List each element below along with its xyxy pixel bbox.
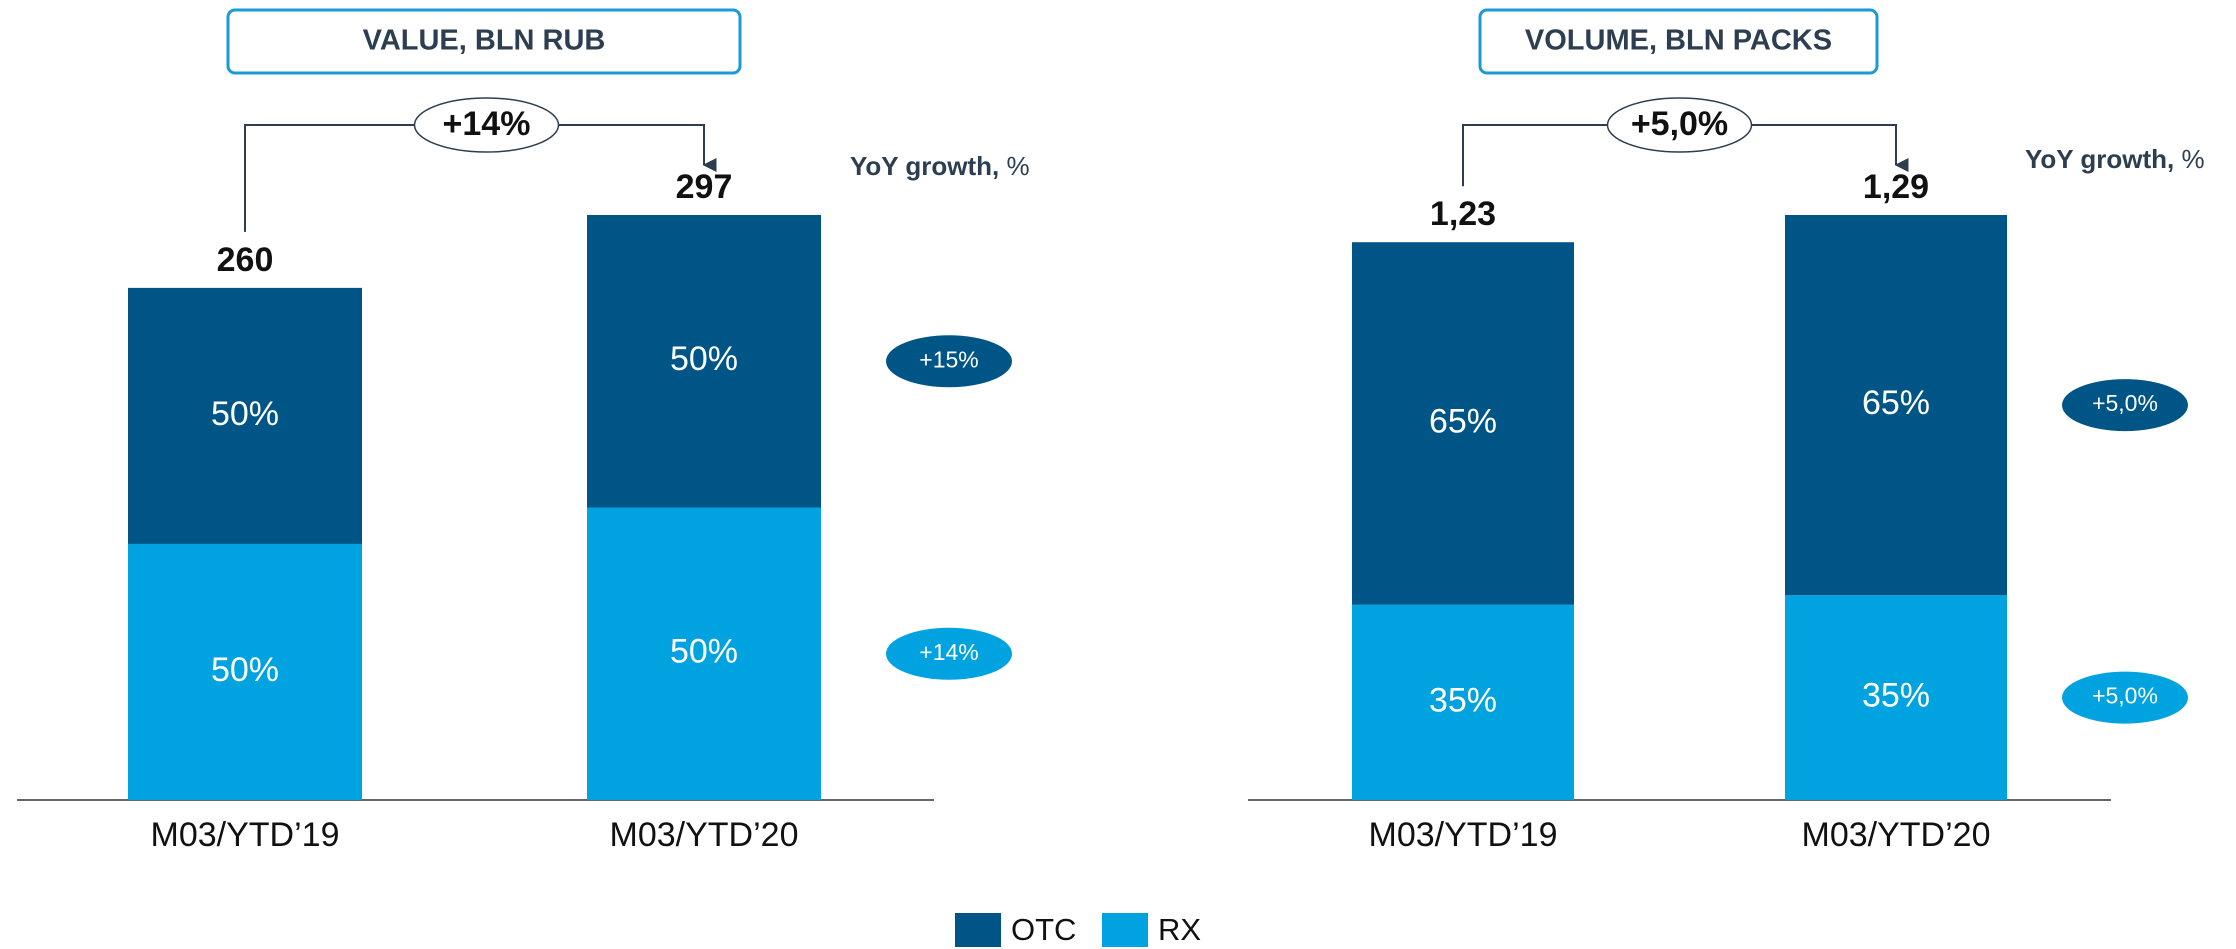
segment-label: 65%: [1862, 384, 1930, 422]
x-tick-label: M03/YTD’19: [1369, 816, 1558, 854]
segment-label: 50%: [211, 651, 279, 689]
yoy-badge: [886, 627, 1012, 680]
legend-label: RX: [1158, 912, 1201, 947]
segment-label: 50%: [211, 395, 279, 433]
yoy-label-unit: %: [2182, 144, 2205, 174]
legend-swatch: [1102, 913, 1148, 947]
yoy-label: YoY growth, %: [850, 151, 1030, 181]
bar-segment: [587, 215, 821, 508]
x-tick-label: M03/YTD’19: [151, 816, 340, 854]
bar-segment: [128, 287, 362, 544]
yoy-label-bold: YoY growth,: [850, 151, 999, 181]
legend-swatch: [955, 913, 1001, 947]
bar-segment: [587, 507, 821, 800]
title-box: [1478, 8, 1879, 75]
bar-segment: [1352, 242, 1574, 605]
total-label: 1,29: [1863, 168, 1929, 206]
bar-segment: [1352, 604, 1574, 800]
yoy-label-unit: %: [1007, 151, 1030, 181]
chart-title: VOLUME, BLN PACKS: [1525, 25, 1832, 57]
segment-label: 65%: [1429, 402, 1497, 440]
total-label: 297: [676, 168, 733, 206]
total-label: 260: [217, 241, 274, 279]
growth-label: +5,0%: [1631, 105, 1728, 143]
growth-oval: [413, 97, 560, 153]
segment-label: 35%: [1862, 677, 1930, 715]
bar-segment: [128, 543, 362, 800]
yoy-badge: [2062, 671, 2188, 724]
bar-segment: [1785, 595, 2007, 800]
legend-label: OTC: [1011, 912, 1076, 947]
segment-label: 50%: [670, 633, 738, 671]
title-box: [226, 8, 742, 75]
growth-oval: [1606, 97, 1753, 153]
yoy-badge: [2062, 379, 2188, 432]
yoy-badge-label: +5,0%: [2092, 390, 2158, 416]
yoy-badge-label: +14%: [919, 639, 978, 665]
growth-label: +14%: [443, 105, 531, 143]
segment-label: 50%: [670, 340, 738, 378]
yoy-label-bold: YoY growth,: [2025, 144, 2174, 174]
bar-segment: [1785, 215, 2007, 596]
x-tick-label: M03/YTD’20: [610, 816, 799, 854]
yoy-badge: [886, 335, 1012, 388]
yoy-badge-label: +5,0%: [2092, 683, 2158, 709]
yoy-label: YoY growth, %: [2025, 144, 2205, 174]
yoy-badge-label: +15%: [919, 346, 978, 372]
x-tick-label: M03/YTD’20: [1802, 816, 1991, 854]
chart-title: VALUE, BLN RUB: [363, 25, 606, 57]
segment-label: 35%: [1429, 681, 1497, 719]
total-label: 1,23: [1430, 195, 1496, 233]
